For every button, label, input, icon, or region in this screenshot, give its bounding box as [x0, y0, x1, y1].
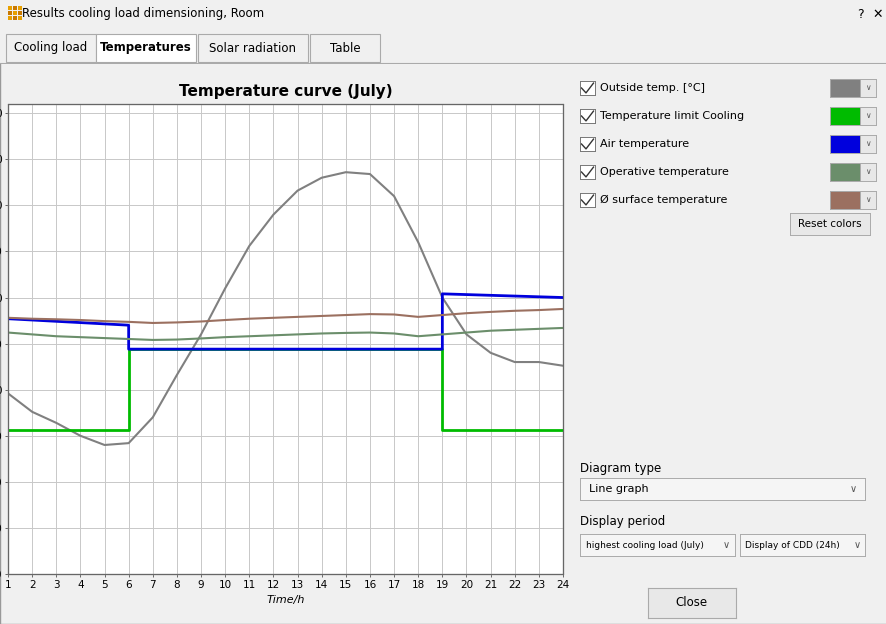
Text: ∨: ∨	[864, 167, 870, 177]
Text: ?: ?	[856, 7, 862, 21]
Text: ∨: ∨	[864, 140, 870, 149]
Text: Diagram type: Diagram type	[579, 462, 660, 475]
Bar	[8, 6, 12, 10]
FancyBboxPatch shape	[309, 34, 379, 62]
Text: Air temperature: Air temperature	[599, 139, 688, 149]
Bar	[18, 11, 22, 15]
FancyBboxPatch shape	[198, 34, 307, 62]
Text: Temperatures: Temperatures	[100, 42, 191, 54]
Text: ∨: ∨	[853, 540, 860, 550]
Text: ∨: ∨	[864, 84, 870, 92]
Text: Results cooling load dimensioning, Room: Results cooling load dimensioning, Room	[22, 7, 264, 21]
X-axis label: Time/h: Time/h	[266, 595, 305, 605]
Text: Solar radiation: Solar radiation	[209, 42, 296, 54]
Text: Close: Close	[675, 597, 707, 609]
Text: ∨: ∨	[864, 195, 870, 205]
Text: ∨: ∨	[864, 112, 870, 120]
Text: Ø surface temperature: Ø surface temperature	[599, 195, 727, 205]
FancyBboxPatch shape	[96, 34, 196, 62]
Bar	[13, 11, 17, 15]
Title: Temperature curve (July): Temperature curve (July)	[178, 84, 392, 99]
Text: Temperature limit Cooling: Temperature limit Cooling	[599, 111, 743, 121]
Text: Cooling load: Cooling load	[14, 42, 88, 54]
Text: Operative temperature: Operative temperature	[599, 167, 728, 177]
Text: Table: Table	[330, 42, 360, 54]
Text: Display of CDD (24h): Display of CDD (24h)	[744, 540, 839, 550]
Text: Display period: Display period	[579, 515, 664, 528]
Bar	[18, 6, 22, 10]
Text: Reset colors: Reset colors	[797, 219, 861, 229]
Text: Outside temp. [°C]: Outside temp. [°C]	[599, 83, 704, 93]
Bar	[8, 11, 12, 15]
FancyBboxPatch shape	[6, 34, 96, 62]
Text: Line graph: Line graph	[588, 484, 648, 494]
Bar	[13, 6, 17, 10]
Text: highest cooling load (July): highest cooling load (July)	[586, 540, 703, 550]
Bar	[13, 16, 17, 20]
Text: ∨: ∨	[849, 484, 856, 494]
Text: ✕: ✕	[872, 7, 882, 21]
Bar	[8, 16, 12, 20]
Text: ∨: ∨	[722, 540, 729, 550]
Bar	[18, 16, 22, 20]
